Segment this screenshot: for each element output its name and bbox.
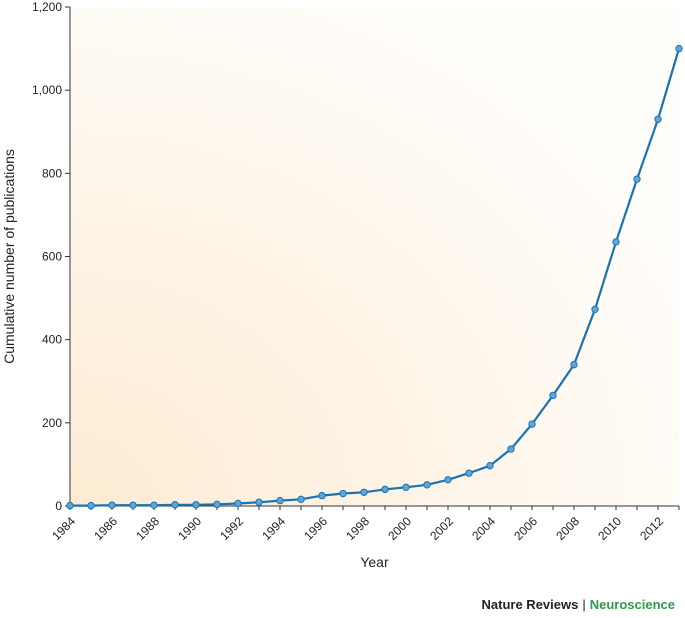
data-point: [150, 501, 158, 509]
x-tick-label: 1986: [91, 514, 120, 543]
y-tick-label: 1,000: [32, 83, 62, 97]
plot-background: [70, 7, 679, 506]
y-tick-label: 1,200: [32, 0, 62, 14]
y-tick-label: 800: [42, 166, 62, 180]
x-tick-label: 1984: [49, 514, 78, 543]
y-axis: 0 200 400 600 800 1,000 1,200: [32, 0, 71, 513]
data-point: [507, 445, 515, 453]
data-point: [381, 485, 389, 494]
data-point: [276, 496, 284, 505]
x-tick-label: 1994: [259, 514, 288, 543]
series-layer: [66, 44, 683, 510]
x-tick-label: 2002: [427, 514, 456, 543]
data-point: [297, 495, 305, 504]
y-tick-label: 400: [42, 333, 62, 347]
data-point: [402, 483, 410, 491]
data-point: [654, 115, 662, 123]
y-tick-label: 200: [42, 416, 62, 430]
x-tick-label: 1996: [301, 514, 330, 543]
credit-subject: Neuroscience: [589, 597, 675, 612]
data-point: [465, 469, 473, 477]
x-tick-label: 1998: [343, 514, 372, 543]
data-point: [192, 501, 200, 509]
data-point: [633, 175, 641, 183]
data-point: [339, 489, 347, 498]
y-axis-title: Cumulative number of publications: [1, 149, 17, 364]
data-point: [528, 420, 536, 428]
x-tick-label: 2010: [595, 514, 624, 543]
data-point: [213, 500, 221, 509]
credit-journal: Nature Reviews: [481, 597, 579, 612]
data-point: [87, 501, 95, 510]
data-point: [171, 501, 179, 509]
data-point: [423, 481, 431, 489]
data-point: [318, 491, 326, 500]
data-point: [66, 501, 74, 510]
x-tick-label: 2006: [511, 514, 540, 543]
x-tick-label: 2000: [385, 514, 414, 543]
data-point: [549, 391, 557, 400]
x-tick-label: 2008: [553, 514, 582, 543]
y-tick-label: 600: [42, 250, 62, 264]
data-point: [675, 44, 683, 53]
x-tick-label: 1992: [217, 514, 246, 543]
data-point: [108, 501, 116, 509]
x-tick-label: 1990: [175, 514, 204, 543]
y-tick-label: 0: [55, 499, 62, 513]
data-point: [486, 461, 494, 470]
x-tick-label: 1988: [133, 514, 162, 543]
data-point: [591, 305, 599, 314]
data-point: [255, 498, 263, 506]
x-tick-label: 2004: [469, 514, 498, 543]
data-point: [129, 501, 137, 509]
data-point: [360, 488, 368, 496]
x-tick-label: 2012: [637, 514, 666, 543]
x-axis-title: Year: [360, 554, 389, 570]
journal-credit: Nature Reviews | Neuroscience: [482, 597, 675, 612]
data-point: [612, 238, 620, 246]
data-point: [234, 499, 242, 508]
data-point: [570, 360, 578, 369]
credit-separator: |: [582, 597, 586, 612]
x-axis: 1984 1986 1988 1990 1992 1994 1996 1998 2000 2002…: [49, 505, 680, 543]
data-point: [444, 476, 452, 484]
